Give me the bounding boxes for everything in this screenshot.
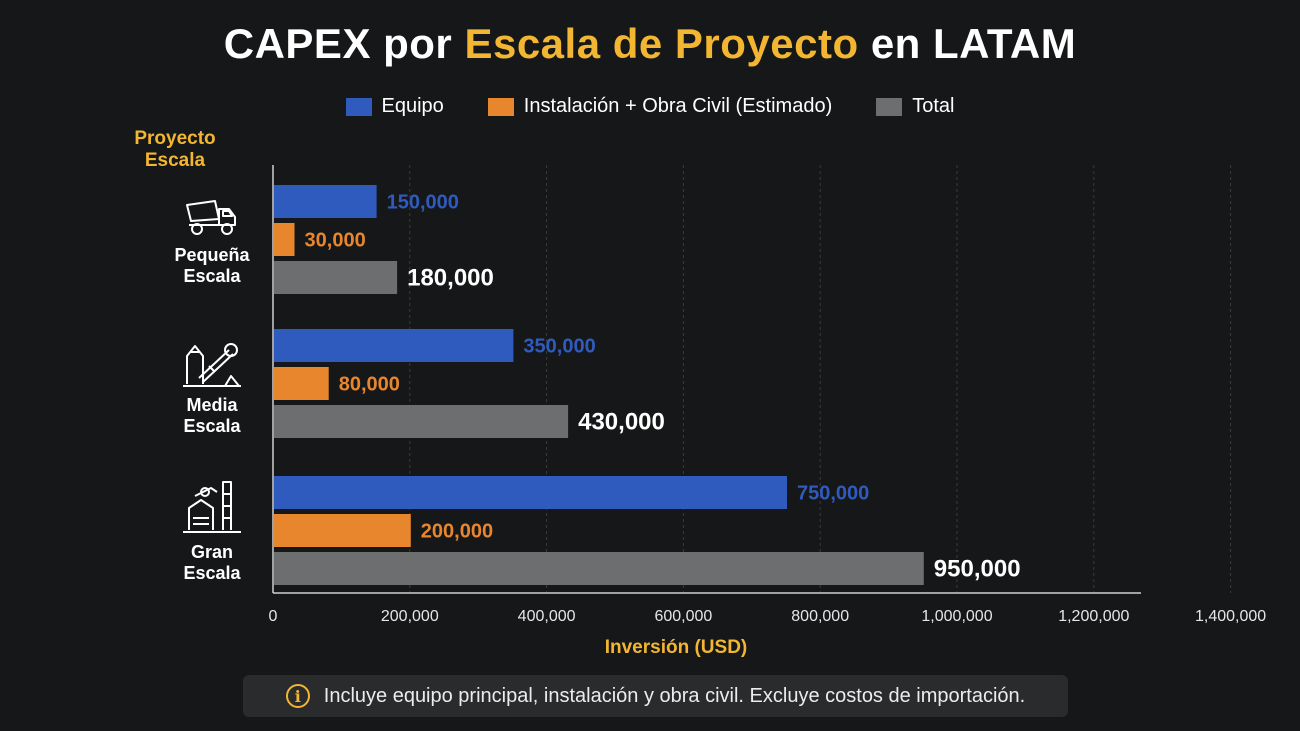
data-label-total: 430,000 (578, 409, 665, 436)
bar-total (274, 552, 924, 585)
category-label: Escala (183, 266, 241, 286)
legend-item-total: Total (876, 95, 954, 118)
category-axis-title-line-2: Escala (144, 150, 206, 171)
x-tick-label: 600,000 (654, 608, 712, 625)
x-tick-labels: 0 200,000 400,000 600,000 800,000 1,000,000 1,… (269, 608, 1267, 625)
data-label-instalacion: 200,000 (421, 521, 493, 543)
x-tick-label: 1,400,000 (1195, 608, 1266, 625)
legend-label-instalacion: Instalación + Obra Civil (Estimado) (523, 95, 833, 117)
data-labels: 150,000 30,000 180,000 350,000 80,000 430,000… (305, 192, 1021, 583)
x-tick-label: 0 (269, 608, 278, 625)
category-label: Media (186, 395, 238, 415)
info-icon: i (285, 684, 310, 708)
grid-lines (409, 165, 1232, 593)
bar-equipo (274, 185, 377, 218)
processing-plant-icon (183, 481, 241, 533)
legend-swatch-instalacion (487, 97, 514, 116)
title-part-1: CAPEX por (223, 20, 465, 67)
data-label-instalacion: 30,000 (305, 230, 366, 252)
x-tick-label: 800,000 (791, 608, 849, 625)
bar-total (274, 261, 398, 294)
x-tick-label: 400,000 (518, 608, 576, 625)
title-accent: Escala de Proyecto (464, 20, 859, 67)
x-tick-label: 200,000 (381, 608, 439, 625)
data-label-total: 950,000 (934, 556, 1021, 583)
legend-item-equipo: Equipo (345, 95, 444, 118)
legend-label-equipo: Equipo (381, 95, 444, 117)
data-label-instalacion: 80,000 (339, 374, 400, 396)
category-icons (183, 200, 241, 533)
category-label: Pequeña (174, 245, 250, 265)
dump-truck-icon (186, 200, 236, 235)
bars (274, 185, 924, 585)
bar-equipo (274, 329, 514, 362)
bar-total (274, 405, 569, 438)
crusher-conveyor-icon (183, 343, 241, 387)
data-label-equipo: 350,000 (523, 336, 595, 358)
bar-instalacion (274, 367, 329, 400)
x-tick-label: 1,200,000 (1058, 608, 1129, 625)
category-axis-title: Proyecto Escala (120, 128, 230, 172)
legend-item-instalacion: Instalación + Obra Civil (Estimado) (487, 95, 833, 118)
legend: Equipo Instalación + Obra Civil (Estimad… (0, 95, 1300, 118)
category-label: Escala (183, 416, 241, 436)
legend-swatch-equipo (345, 97, 372, 116)
category-axis-title-line-1: Proyecto (134, 128, 216, 149)
data-label-total: 180,000 (407, 265, 494, 292)
data-label-equipo: 150,000 (387, 192, 459, 214)
data-label-equipo: 750,000 (797, 483, 869, 505)
category-label: Escala (183, 563, 241, 583)
legend-label-total: Total (912, 95, 955, 117)
x-axis-title: Inversión (USD) (604, 637, 748, 658)
category-label: Gran (191, 542, 233, 562)
bar-instalacion (274, 514, 411, 547)
chart-title: CAPEX por Escala de Proyecto en LATAM (0, 20, 1300, 68)
title-part-2: en LATAM (858, 20, 1077, 67)
footnote-box: i Incluye equipo principal, instalación … (243, 675, 1068, 717)
footnote-text: Incluye equipo principal, instalación y … (323, 684, 1026, 707)
bar-instalacion (274, 223, 295, 256)
x-tick-label: 1,000,000 (921, 608, 992, 625)
legend-swatch-total (876, 97, 903, 116)
bar-equipo (274, 476, 787, 509)
